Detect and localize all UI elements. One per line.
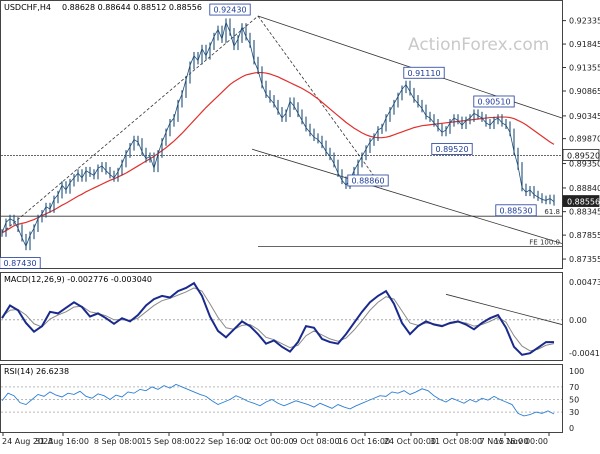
rsi-label: RSI(14) 26.6238 [4,367,69,376]
y-tick-label: 0.90345 [569,112,600,121]
macd-label: MACD(12,26,9) -0.002776 -0.003040 [4,275,152,284]
y-tick-label: 0.89870 [569,135,600,144]
channel-lower-line [251,148,563,244]
price-tag-box [562,195,600,207]
y-tick-label: 0.92335 [569,17,600,26]
rsi-panel-frame [0,364,563,433]
x-tick-label: 24 Oct 00:00 [384,437,436,446]
price-label-box [473,95,515,108]
rsi-y-tick-label: 70 [569,383,579,392]
price-label: 0.89520 [435,145,468,154]
x-tick-label: 9 Oct 08:00 [292,437,339,446]
price-label: 0.88530 [499,206,532,215]
macd-trend-line [445,293,563,325]
y-tick-label: 0.91355 [569,64,600,73]
price-panel-frame [0,0,563,269]
price-label-box [0,257,41,269]
rsi-y-tick-label: 100 [569,367,584,376]
price-label-box [347,174,389,187]
x-tick-label: 15 Nov 00:00 [494,437,548,446]
level-label: FE 100.0 [529,238,560,246]
rsi-y-tick-label: 0 [569,424,574,433]
x-tick-label: 15 Sep 08:00 [141,437,194,446]
y-tick-label: 0.89350 [569,160,600,169]
y-tick-label: 0.87855 [569,231,600,240]
rsi-line [1,383,555,417]
macd-line [1,281,554,356]
level-label: 61.8 [544,208,560,216]
watermark: ActionForex.com [408,35,549,55]
rsi-y-tick-label: 30 [569,408,579,417]
x-tick-label: 24 Aug 2023 [2,437,53,446]
rsi-y-tick-label: 50 [569,396,579,405]
price-tag-box [562,148,600,161]
projection-dashed-line [1,15,259,234]
x-tick-label: 31 Oct 08:00 [430,437,482,446]
price-tag-label: 0.88556 [567,198,600,207]
y-tick-label: 0.90865 [569,87,600,96]
price-close-line [1,20,555,248]
price-tag-label: 0.89520 [567,151,600,160]
x-tick-label: 2 Oct 00:00 [246,437,293,446]
ohlc-readout: 0.88628 0.88644 0.88512 0.88556 [62,3,202,12]
x-tick-label: 31 Aug 16:00 [35,437,89,446]
y-tick-label: 0.91845 [569,40,600,49]
y-tick-label: 0.88840 [569,184,600,193]
symbol-label: USDCHF,H4 [4,3,51,12]
macd-y-tick-label: -0.004144 [569,349,600,358]
price-label: 0.90510 [477,97,510,106]
x-tick-label: 8 Sep 08:00 [94,437,142,446]
macd-y-tick-label: 0.00 [569,316,587,325]
x-tick-label: 22 Sep 16:00 [195,437,248,446]
price-label: 0.88860 [351,176,384,185]
macd-y-tick-label: 0.004738 [569,278,600,287]
y-tick-label: 0.87355 [569,255,600,264]
price-label-box [431,142,473,155]
price-label: 0.87430 [3,259,36,268]
x-tick-label: 7 Nov 16:00 [480,437,529,446]
price-label: 0.91110 [407,69,440,78]
price-label: 0.92430 [213,6,246,15]
x-tick-label: 16 Oct 16:00 [338,437,390,446]
retrace-dashed-line [257,15,383,188]
price-label-box [495,204,537,217]
price-label-box [403,66,445,79]
y-tick-label: 0.88345 [569,208,600,217]
price-label-box [209,3,251,16]
